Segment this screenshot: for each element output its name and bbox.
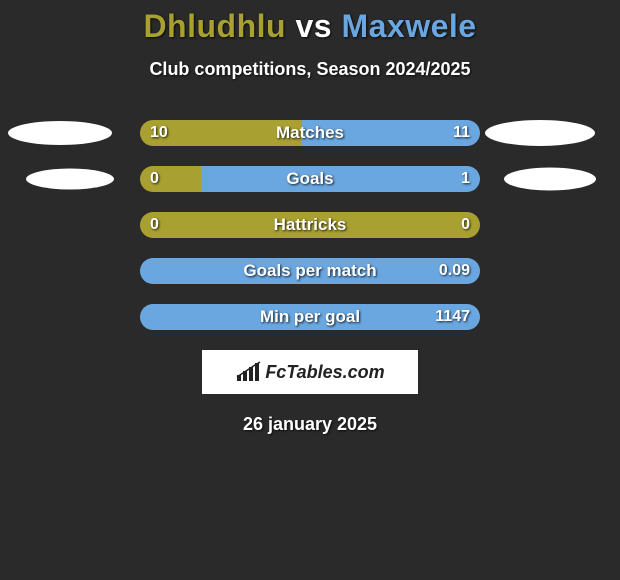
value-left: 0 — [150, 170, 159, 188]
ellipse-left — [8, 121, 112, 145]
ellipse-right — [504, 168, 596, 191]
value-right: 0 — [461, 216, 470, 234]
bar-wrap: 0 1 Goals — [140, 166, 480, 192]
value-right: 11 — [453, 124, 470, 142]
stat-rows: 10 11 Matches 0 1 Goals 0 0 Hattricks 0.09 Goals p… — [0, 120, 620, 330]
stat-row: 1147 Min per goal — [0, 304, 620, 330]
row-label: Hattricks — [274, 215, 347, 235]
subtitle: Club competitions, Season 2024/2025 — [0, 59, 620, 80]
brand-box: FcTables.com — [202, 350, 418, 394]
title-vs: vs — [295, 8, 332, 44]
row-label: Min per goal — [260, 307, 360, 327]
stat-row: 0 1 Goals — [0, 166, 620, 192]
row-label: Matches — [276, 123, 344, 143]
row-label: Goals — [286, 169, 333, 189]
value-right: 1 — [461, 170, 470, 188]
bar-wrap: 0 0 Hattricks — [140, 212, 480, 238]
stat-row: 10 11 Matches — [0, 120, 620, 146]
ellipse-right — [485, 120, 595, 146]
bar-wrap: 0.09 Goals per match — [140, 258, 480, 284]
value-right: 0.09 — [439, 262, 470, 280]
bar-wrap: 1147 Min per goal — [140, 304, 480, 330]
bars-icon — [235, 361, 261, 383]
bar-right — [201, 166, 480, 192]
bar-wrap: 10 11 Matches — [140, 120, 480, 146]
stat-row: 0.09 Goals per match — [0, 258, 620, 284]
row-label: Goals per match — [243, 261, 376, 281]
value-left: 0 — [150, 216, 159, 234]
date: 26 january 2025 — [0, 414, 620, 435]
title: Dhludhlu vs Maxwele — [0, 8, 620, 45]
ellipse-left — [26, 169, 114, 190]
value-left: 10 — [150, 124, 168, 142]
infographic-container: Dhludhlu vs Maxwele Club competitions, S… — [0, 0, 620, 435]
stat-row: 0 0 Hattricks — [0, 212, 620, 238]
title-player-right: Maxwele — [341, 8, 476, 44]
value-right: 1147 — [435, 308, 470, 326]
brand-text: FcTables.com — [265, 362, 384, 383]
title-player-left: Dhludhlu — [143, 8, 286, 44]
